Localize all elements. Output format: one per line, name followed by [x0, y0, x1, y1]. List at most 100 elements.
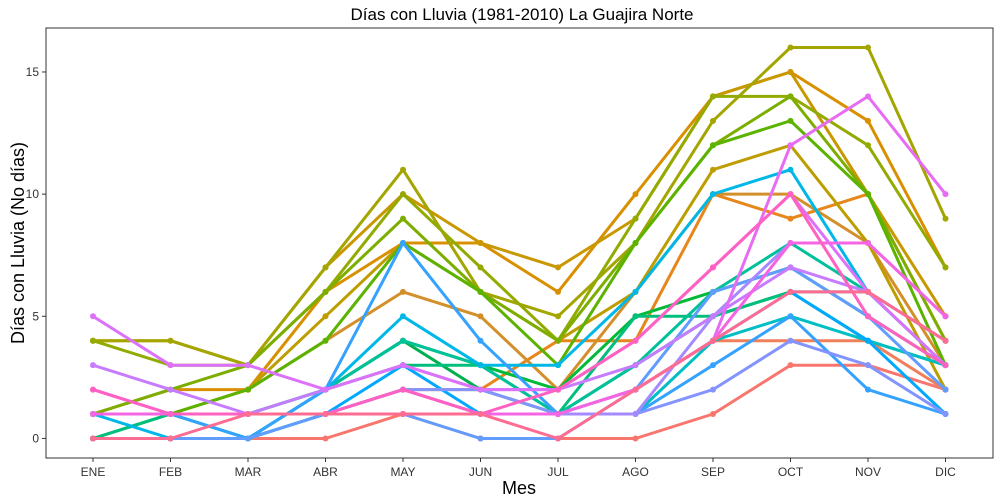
data-point [632, 288, 639, 295]
data-point [942, 191, 949, 198]
data-point [400, 215, 406, 222]
x-axis: ENE FEB MAR ABR MAY JUN JUL AGO SEP OCT NOV DIC [81, 458, 956, 479]
data-point [710, 93, 716, 100]
y-tick-label: 10 [26, 187, 40, 201]
data-point [90, 411, 96, 418]
y-axis-title: Días con Lluvia (No días) [8, 142, 28, 344]
data-point [787, 240, 794, 246]
data-point [865, 240, 871, 246]
data-point [632, 435, 639, 442]
data-point [245, 435, 251, 442]
data-point [942, 313, 949, 320]
data-point [632, 215, 639, 222]
data-point [555, 313, 561, 320]
x-tick-label: ENE [81, 465, 106, 479]
x-axis-title: Mes [502, 478, 536, 498]
series-line [91, 70, 947, 416]
data-point [710, 117, 716, 124]
data-point [322, 435, 329, 442]
data-point [555, 264, 561, 271]
data-point [245, 411, 251, 418]
data-point [787, 191, 794, 198]
data-point [632, 411, 639, 418]
series-line [91, 94, 947, 416]
data-point [322, 411, 329, 418]
data-point [632, 386, 639, 393]
data-point [710, 313, 716, 320]
data-point [787, 68, 794, 75]
data-point [322, 313, 329, 320]
data-point [710, 142, 716, 149]
chart-title: Días con Lluvia (1981-2010) La Guajira N… [350, 5, 693, 24]
data-point [942, 386, 949, 393]
data-point [400, 288, 406, 295]
series-11 [90, 117, 949, 418]
data-point [90, 337, 96, 344]
data-point [555, 337, 561, 344]
series-8 [90, 44, 949, 369]
data-point [865, 93, 871, 100]
x-tick-label: SEP [701, 465, 725, 479]
data-point [787, 337, 794, 344]
data-point [710, 191, 716, 198]
series-line [91, 241, 947, 440]
data-point [865, 117, 871, 124]
data-point [942, 215, 949, 222]
data-point [555, 288, 561, 295]
data-point [632, 362, 639, 369]
data-point [167, 435, 174, 442]
data-point [555, 386, 561, 393]
data-point [865, 362, 871, 369]
x-tick-label: NOV [855, 465, 881, 479]
data-point [632, 240, 639, 246]
series-28 [90, 288, 949, 442]
data-point [787, 166, 794, 173]
y-tick-label: 0 [32, 431, 39, 445]
data-point [90, 313, 96, 320]
data-point [632, 313, 639, 320]
data-point [477, 362, 484, 369]
data-point [245, 386, 251, 393]
data-point [477, 288, 484, 295]
data-point [710, 411, 716, 418]
x-tick-label: DIC [935, 465, 956, 479]
data-point [400, 313, 406, 320]
data-point [477, 386, 484, 393]
x-tick-label: JUL [547, 465, 569, 479]
data-point [400, 362, 406, 369]
data-point [865, 191, 871, 198]
data-point [865, 44, 871, 51]
x-tick-label: ABR [313, 465, 338, 479]
y-axis: 0 5 10 15 [26, 65, 46, 445]
data-point [400, 411, 406, 418]
data-point [865, 337, 871, 344]
data-point [400, 166, 406, 173]
data-point [167, 411, 174, 418]
data-point [865, 313, 871, 320]
plot-area [45, 27, 994, 459]
data-point [787, 362, 794, 369]
x-tick-label: MAR [235, 465, 262, 479]
data-point [942, 337, 949, 344]
series-layer [90, 44, 949, 442]
data-point [477, 264, 484, 271]
y-tick-label: 5 [32, 309, 39, 323]
data-point [477, 337, 484, 344]
data-point [787, 117, 794, 124]
y-tick-label: 15 [26, 65, 40, 79]
series-line [91, 119, 947, 416]
data-point [400, 240, 406, 246]
data-point [787, 215, 794, 222]
data-point [787, 44, 794, 51]
data-point [477, 435, 484, 442]
data-point [90, 435, 96, 442]
data-point [710, 166, 716, 173]
data-point [865, 386, 871, 393]
data-point [787, 93, 794, 100]
data-point [322, 386, 329, 393]
data-point [555, 362, 561, 369]
data-point [632, 191, 639, 198]
data-point [710, 386, 716, 393]
data-point [167, 386, 174, 393]
